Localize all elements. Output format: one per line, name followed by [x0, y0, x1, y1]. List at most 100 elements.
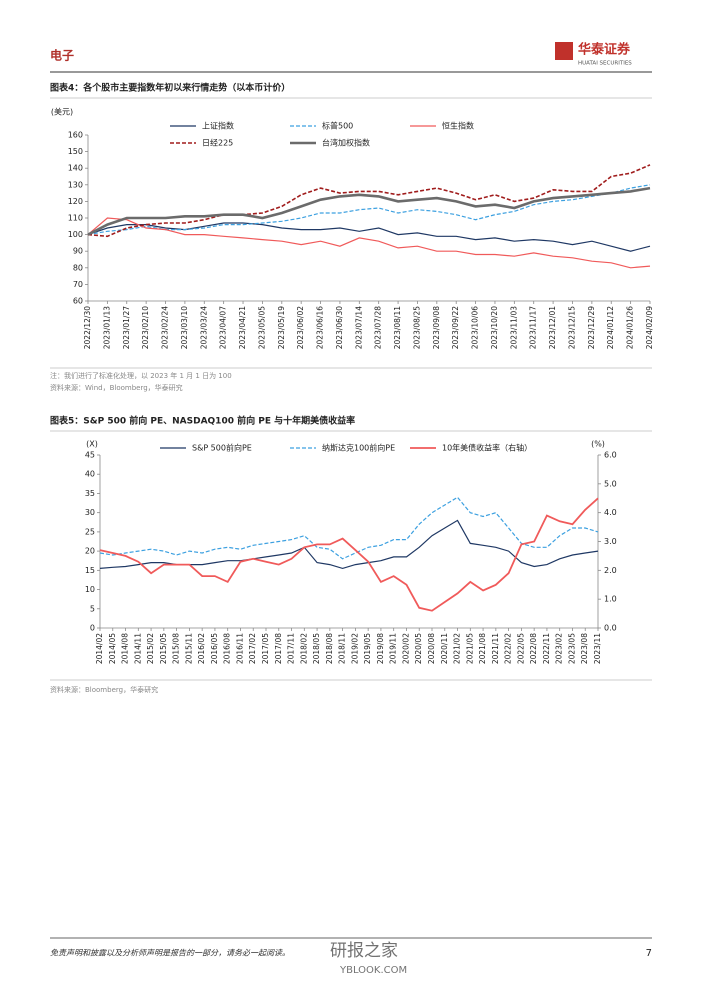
x-tick-label: 2014/05 [108, 633, 117, 664]
y-tick-label: 45 [85, 451, 95, 460]
y2-tick-label: 4.0 [604, 508, 617, 517]
x-tick-label: 2020/05 [414, 633, 423, 664]
x-tick-label: 2023/04/07 [219, 306, 228, 349]
figure-title: 图表5：S&P 500 前向 PE、NASDAQ100 前向 PE 与十年期美债… [50, 415, 355, 427]
x-tick-label: 2023/11/03 [509, 306, 518, 349]
x-tick-label: 2021/05 [465, 633, 474, 664]
legend-label: 标普500 [322, 121, 353, 131]
watermark: YBLOOK.COM [339, 965, 407, 976]
x-tick-label: 2023/12/15 [567, 306, 576, 349]
legend-label: 纳斯达克100前向PE [322, 443, 395, 453]
watermark: 研报之家 [330, 941, 398, 961]
section: 电子 [50, 48, 74, 63]
x-tick-label: 2016/11 [235, 633, 244, 664]
x-tick-label: 2024/02/09 [645, 306, 654, 349]
legend-label: S&P 500前向PE [192, 443, 252, 453]
x-tick-label: 2023/09/08 [432, 306, 441, 349]
y-tick-label: 150 [68, 147, 83, 156]
x-tick-label: 2018/02 [299, 633, 308, 664]
x-tick-label: 2023/02/24 [161, 306, 170, 349]
y-tick-label: 100 [68, 230, 83, 239]
x-tick-label: 2023/06/30 [335, 306, 344, 349]
x-tick-label: 2023/05/19 [277, 306, 286, 349]
y-tick-label: 90 [73, 247, 83, 256]
logo-cn: 华泰证券 [578, 42, 631, 58]
x-tick-label: 2020/08 [427, 633, 436, 664]
x-tick-label: 2016/08 [223, 633, 232, 664]
legend-label: 台湾加权指数 [322, 138, 370, 148]
x-tick-label: 2018/11 [338, 633, 347, 664]
x-tick-label: 2021/02 [453, 633, 462, 664]
x-tick-label: 2019/05 [363, 633, 372, 664]
x-tick-label: 2023/08/25 [412, 306, 421, 349]
series-line [87, 217, 651, 269]
x-tick-label: 2022/08 [529, 633, 538, 664]
y2-tick-label: 0.0 [604, 624, 617, 633]
x-tick-label: 2019/08 [376, 633, 385, 664]
x-tick-label: 2023/11 [593, 633, 602, 664]
x-tick-label: 2023/08 [580, 633, 589, 664]
x-tick-label: 2019/11 [389, 633, 398, 664]
y-tick-label: 35 [85, 489, 95, 498]
x-tick-label: 2023/03/24 [199, 306, 208, 349]
x-tick-label: 2023/05 [567, 633, 576, 664]
page-number: 7 [646, 948, 652, 959]
x-tick-label: 2021/11 [491, 633, 500, 664]
y-tick-label: 60 [73, 297, 83, 306]
y-tick-label: 130 [68, 180, 83, 189]
x-tick-label: 2024/01/12 [606, 306, 615, 349]
x-tick-label: 2023/03/10 [180, 306, 189, 349]
x-tick-label: 2023/08/11 [393, 306, 402, 349]
series-line [87, 186, 651, 236]
x-tick-label: 2023/12/29 [587, 306, 596, 349]
x-tick-label: 2017/05 [261, 633, 270, 664]
y-tick-label: 120 [68, 197, 83, 206]
x-tick-label: 2014/08 [121, 633, 130, 664]
x-tick-label: 2023/07/28 [374, 306, 383, 349]
logo-en: HUATAI SECURITIES [578, 61, 632, 67]
y-tick-label: 0 [90, 624, 95, 633]
y-tick-label: 5 [90, 604, 95, 613]
x-tick-label: 2015/02 [146, 633, 155, 664]
x-tick-label: 2020/02 [401, 633, 410, 664]
x-tick-label: 2024/01/26 [626, 306, 635, 349]
x-tick-label: 2015/08 [172, 633, 181, 664]
legend-label: 10年美债收益率（右轴） [442, 443, 532, 453]
x-tick-label: 2023/01/13 [102, 306, 111, 349]
y2-tick-label: 5.0 [604, 479, 617, 488]
x-tick-label: 2022/02 [504, 633, 513, 664]
source: 资料来源：Wind，Bloomberg，华泰研究 [50, 383, 183, 392]
y2-tick-label: 1.0 [604, 595, 617, 604]
y2-tick-label: 6.0 [604, 451, 617, 460]
y-tick-label: 80 [73, 263, 83, 272]
x-tick-label: 2022/11 [542, 633, 551, 664]
x-tick-label: 2022/05 [516, 633, 525, 664]
y-tick-label: 10 [85, 585, 95, 594]
x-tick-label: 2019/02 [350, 633, 359, 664]
x-tick-label: 2018/08 [325, 633, 334, 664]
x-tick-label: 2016/02 [197, 633, 206, 664]
x-tick-label: 2023/10/06 [471, 306, 480, 349]
x-tick-label: 2014/02 [95, 633, 104, 664]
x-tick-label: 2017/11 [287, 633, 296, 664]
axis-unit: (X) [86, 440, 98, 449]
x-tick-label: 2023/10/20 [490, 306, 499, 349]
x-tick-label: 2015/05 [159, 633, 168, 664]
x-tick-label: 2023/11/17 [529, 306, 538, 349]
x-tick-label: 2023/02 [555, 633, 564, 664]
series-line [87, 222, 651, 252]
x-tick-label: 2023/09/22 [451, 306, 460, 349]
x-tick-label: 2023/05/05 [257, 306, 266, 349]
x-tick-label: 2017/08 [274, 633, 283, 664]
legend-label: 上证指数 [202, 121, 234, 131]
x-tick-label: 2023/06/16 [316, 306, 325, 349]
y-tick-label: 160 [68, 131, 83, 140]
x-tick-label: 2018/05 [312, 633, 321, 664]
series-line [87, 184, 651, 236]
x-tick-label: 2021/08 [478, 633, 487, 664]
axis-unit: (%) [591, 440, 605, 449]
y2-tick-label: 3.0 [604, 537, 617, 546]
axis-unit: (美元) [51, 107, 73, 117]
y-tick-label: 15 [85, 566, 95, 575]
